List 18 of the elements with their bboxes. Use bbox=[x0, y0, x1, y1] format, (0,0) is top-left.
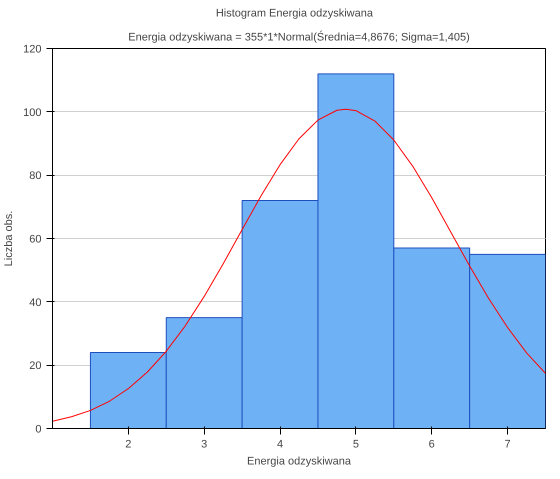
x-tick-label: 5 bbox=[352, 438, 359, 450]
y-tick-label: 20 bbox=[29, 360, 42, 372]
y-tick-label: 40 bbox=[29, 296, 42, 309]
x-tick-label: 3 bbox=[201, 438, 208, 450]
x-tick-label: 2 bbox=[125, 438, 132, 450]
line-series bbox=[52, 108, 546, 422]
chart-title: Histogram Energia odzyskiwana bbox=[216, 8, 374, 20]
y-tick-label: 60 bbox=[29, 234, 42, 246]
y-axis-title: Liczba obs. bbox=[3, 210, 16, 266]
y-tick-label: 80 bbox=[29, 170, 42, 182]
x-tick-label: 7 bbox=[504, 438, 511, 450]
x-tick-label: 4 bbox=[276, 438, 284, 450]
y-tick-label: 100 bbox=[23, 106, 42, 119]
y-tick-label: 0 bbox=[35, 424, 42, 436]
chart-subtitle: Energia odzyskiwana = 355*1*Normal(Średnia=4,8676; Sigma=1,405) bbox=[128, 30, 470, 44]
x-axis-title: Energia odzyskiwana bbox=[247, 456, 352, 468]
y-tick-label: 120 bbox=[23, 44, 42, 56]
x-tick-label: 6 bbox=[428, 438, 435, 450]
